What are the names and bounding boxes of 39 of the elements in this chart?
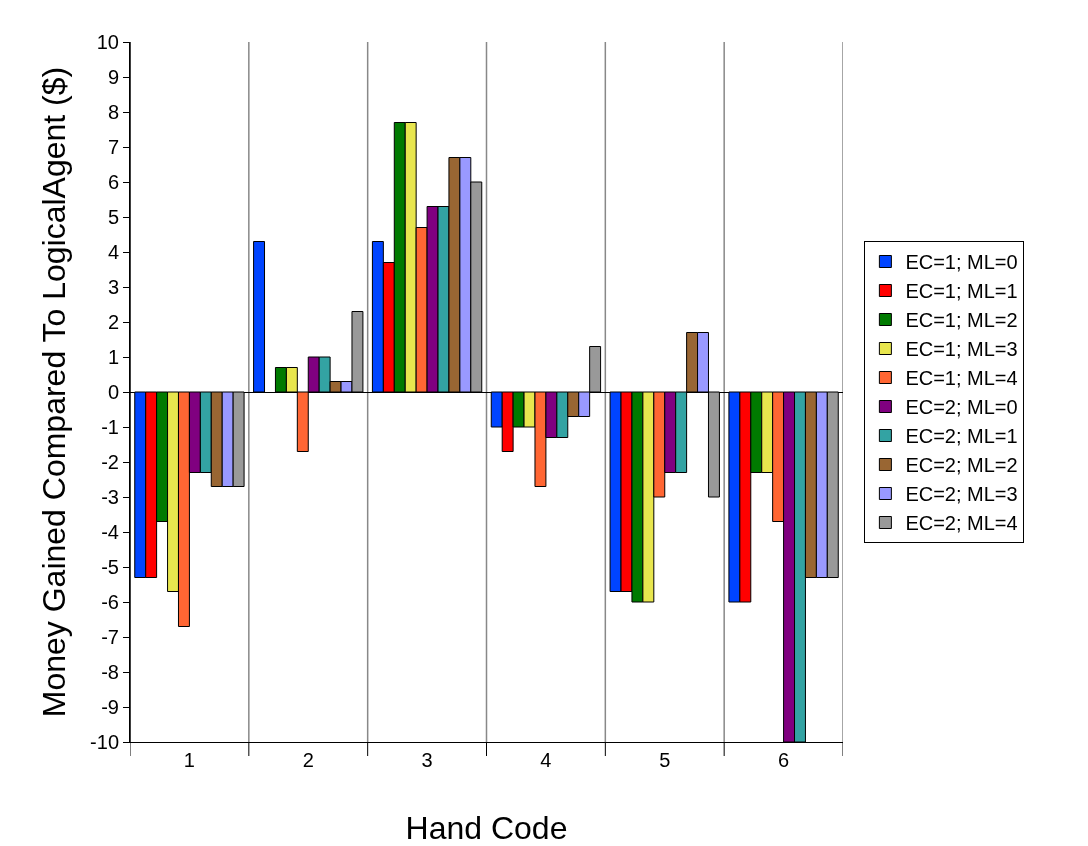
x-tick-label: 4 — [540, 749, 552, 771]
legend-label: EC=2; ML=1 — [905, 425, 1018, 448]
y-tick-label: -9 — [101, 696, 119, 718]
y-tick-label: -10 — [90, 731, 119, 753]
y-tick-label: 7 — [107, 136, 119, 158]
legend-label: EC=2; ML=3 — [905, 483, 1018, 506]
y-axis-title: Money Gained Compared To LogicalAgent ($) — [36, 66, 73, 718]
y-tick-label: 8 — [107, 101, 119, 123]
legend-label: EC=1; ML=0 — [905, 251, 1018, 274]
y-tick-label: -8 — [101, 661, 119, 683]
y-tick-label: -3 — [101, 486, 119, 508]
x-tick-label: 2 — [302, 749, 314, 771]
y-tick-label: -1 — [101, 416, 119, 438]
y-tick-label: -7 — [101, 626, 119, 648]
y-tick-label: 9 — [107, 66, 119, 88]
y-tick-label: 1 — [107, 346, 119, 368]
x-tick-label: 3 — [421, 749, 433, 771]
x-tick-label: 6 — [778, 749, 790, 771]
legend-label: EC=2; ML=4 — [905, 512, 1018, 535]
y-tick-label: 10 — [96, 31, 119, 53]
legend-label: EC=2; ML=2 — [905, 454, 1018, 477]
x-tick-label: 5 — [659, 749, 671, 771]
y-tick-label: -2 — [101, 451, 119, 473]
legend-label: EC=2; ML=0 — [905, 396, 1018, 419]
legend-label: EC=1; ML=4 — [905, 367, 1018, 390]
y-tick-label: -5 — [101, 556, 119, 578]
y-tick-label: 2 — [107, 311, 119, 333]
x-tick-label: 1 — [183, 749, 195, 771]
y-tick-label: 6 — [107, 171, 119, 193]
y-tick-label: 3 — [107, 276, 119, 298]
x-axis-title: Hand Code — [405, 810, 568, 846]
legend-label: EC=1; ML=2 — [905, 309, 1018, 332]
y-tick-label: 5 — [107, 206, 119, 228]
y-tick-label: 4 — [107, 241, 119, 263]
y-tick-label: 0 — [107, 381, 119, 403]
legend-label: EC=1; ML=3 — [905, 338, 1018, 361]
y-tick-label: -4 — [101, 521, 119, 543]
legend-label: EC=1; ML=1 — [905, 280, 1018, 303]
y-tick-label: -6 — [101, 591, 119, 613]
